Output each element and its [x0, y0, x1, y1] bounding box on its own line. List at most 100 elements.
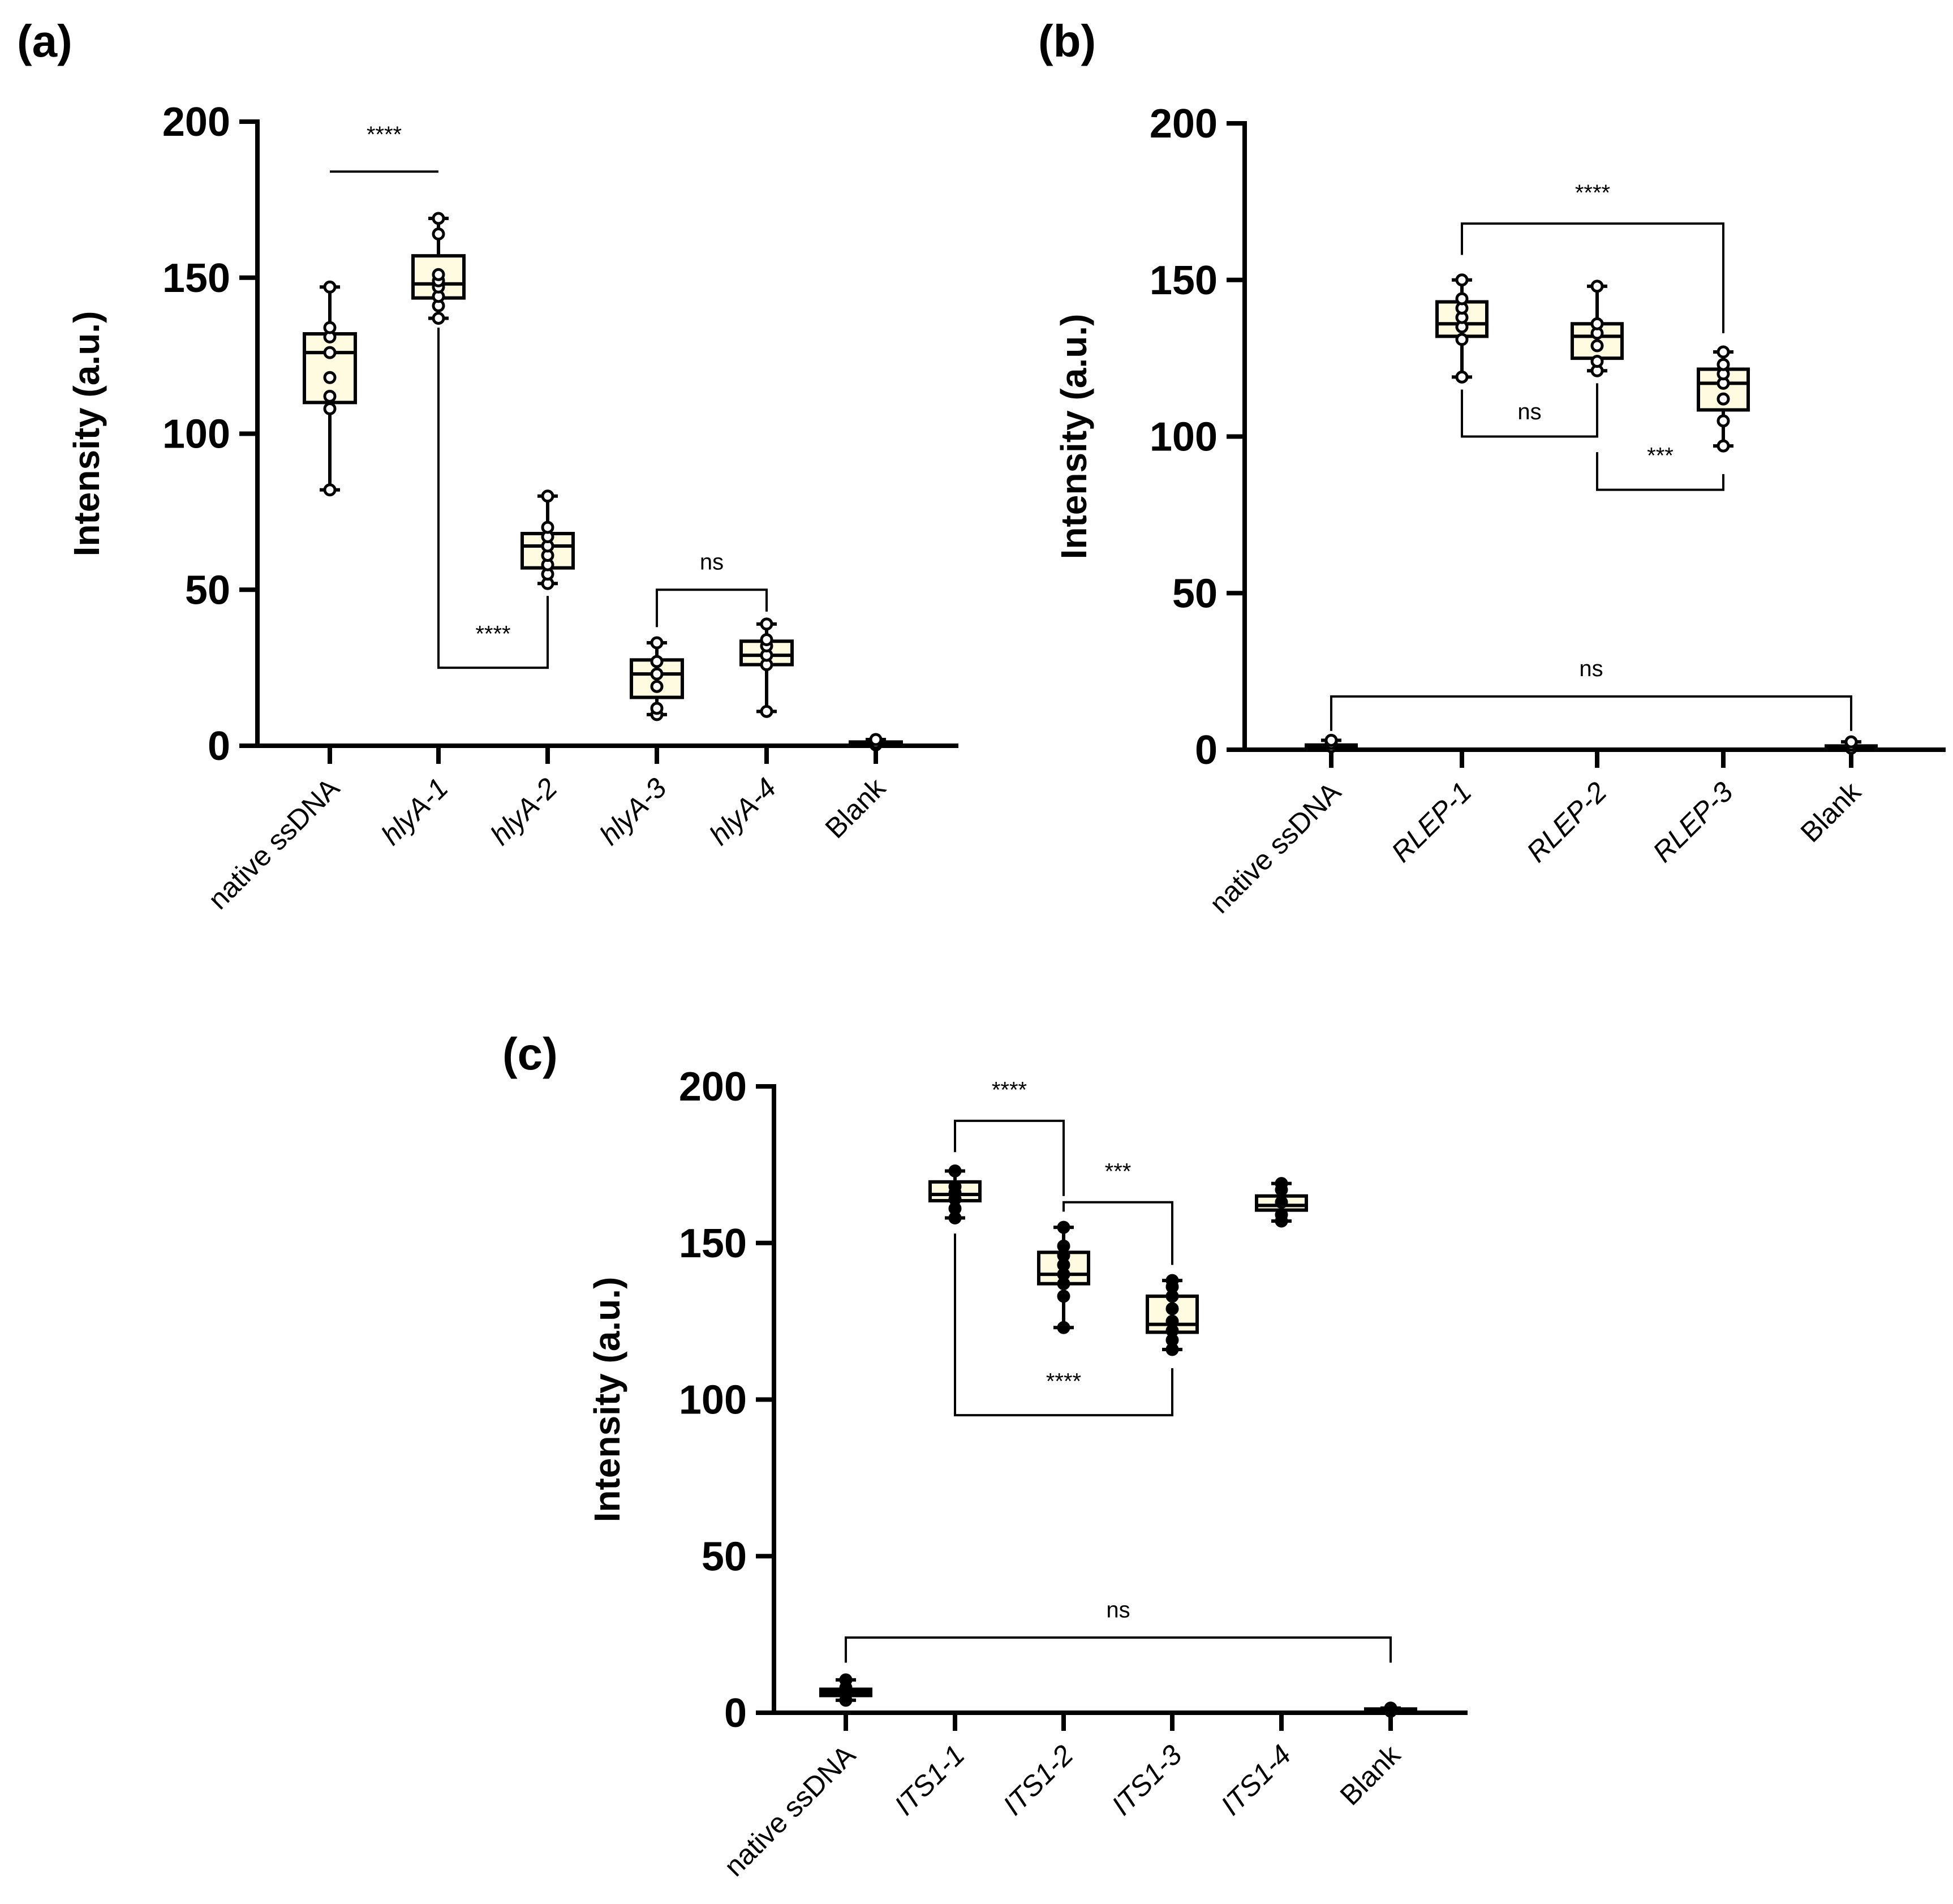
significance-bracket: [437, 327, 549, 669]
data-point: [323, 346, 337, 359]
data-point: [323, 402, 337, 415]
data-point: [1717, 414, 1730, 428]
data-point: [650, 655, 664, 668]
y-tick-label: 150: [162, 256, 230, 301]
y-axis-label: Intensity (a.u.): [66, 311, 107, 557]
y-tick-label: 100: [162, 412, 230, 457]
data-point: [1165, 1314, 1179, 1328]
panel-label: (c): [502, 1029, 558, 1079]
data-point: [432, 311, 445, 325]
data-point: [1717, 358, 1730, 371]
y-tick-label: 50: [1172, 571, 1218, 616]
significance-label: ****: [475, 621, 510, 646]
data-point: [1057, 1239, 1070, 1253]
data-point: [760, 633, 773, 646]
y-axis-label: Intensity (a.u.): [1053, 314, 1094, 560]
data-point: [1275, 1208, 1288, 1222]
x-tick-label: hlyA-3: [593, 772, 673, 851]
x-tick-label: ITS1-2: [997, 1739, 1079, 1821]
significance-bracket: [1330, 695, 1852, 731]
y-tick-label: 0: [1195, 728, 1218, 773]
significance-bracket: [954, 1119, 1065, 1196]
data-point: [323, 371, 337, 384]
significance-label: ns: [1579, 656, 1603, 681]
significance-bracket: [1062, 1201, 1173, 1265]
data-point: [323, 483, 337, 497]
significance-label: ****: [992, 1078, 1027, 1103]
x-tick-label: hlyA-2: [484, 772, 563, 851]
data-point: [1717, 439, 1730, 453]
data-point: [1844, 735, 1858, 749]
data-point: [1455, 273, 1469, 287]
panel-c: (c) Intensity (a.u.) 0 50 100 150 200 native ss…: [502, 1029, 1468, 1882]
data-point: [323, 321, 337, 334]
significance-label: ***: [1105, 1159, 1132, 1184]
data-point: [1057, 1321, 1070, 1334]
significance-label: ns: [1106, 1597, 1130, 1622]
data-point: [1590, 317, 1604, 330]
data-point: [650, 667, 664, 681]
y-tick-label: 100: [1150, 415, 1218, 460]
significance-bracket: [1461, 383, 1598, 438]
data-point: [650, 702, 664, 715]
x-tick-label: Blank: [1334, 1738, 1407, 1811]
data-point: [1165, 1274, 1179, 1287]
x-tick-label: Blank: [1795, 775, 1868, 848]
y-tick-label: 50: [702, 1534, 747, 1579]
data-point: [1455, 292, 1469, 306]
x-tick-label: hlyA-1: [375, 772, 454, 851]
data-point: [1275, 1177, 1288, 1190]
data-point: [1590, 339, 1604, 353]
significance-label: ****: [1046, 1369, 1081, 1394]
data-point: [869, 733, 883, 746]
data-point: [323, 280, 337, 294]
data-point: [1165, 1302, 1179, 1316]
data-point: [1590, 355, 1604, 368]
data-point: [432, 227, 445, 241]
panel-b: (b) Intensity (a.u.) 0 50 100 150 200 native ss…: [1038, 16, 1946, 919]
y-tick-label: 100: [679, 1378, 747, 1423]
data-point: [760, 704, 773, 718]
data-point: [1717, 392, 1730, 406]
x-tick-label: RLEP-3: [1646, 776, 1739, 869]
data-point: [1324, 733, 1338, 747]
data-point: [432, 212, 445, 225]
data-point: [650, 680, 664, 693]
data-point: [323, 389, 337, 403]
panel-label: (b): [1038, 16, 1096, 66]
x-tick-label: native ssDNA: [1203, 776, 1347, 919]
x-tick-label: RLEP-1: [1385, 776, 1477, 868]
data-point: [1057, 1290, 1070, 1303]
data-point: [650, 636, 664, 650]
panel-label: (a): [17, 16, 72, 66]
panel-a: (a) Intensity (a.u.) 0 50 100 150 200 native ss…: [17, 16, 958, 916]
significance-bracket: [845, 1636, 1392, 1663]
data-point: [541, 521, 554, 534]
data-point: [1590, 280, 1604, 293]
data-point: [760, 617, 773, 631]
x-tick-label: ITS1-1: [888, 1739, 971, 1821]
significance-bracket: [656, 588, 768, 627]
data-point: [541, 489, 554, 503]
data-point: [1455, 333, 1469, 346]
significance-label: ****: [1575, 180, 1610, 205]
y-tick-label: 200: [1150, 101, 1218, 147]
y-tick-label: 200: [162, 100, 230, 145]
y-tick-label: 0: [208, 724, 230, 769]
x-tick-label: ITS1-3: [1105, 1739, 1188, 1821]
data-point: [1717, 345, 1730, 359]
significance-label: ns: [1517, 399, 1541, 424]
y-tick-label: 150: [1150, 258, 1218, 303]
y-tick-label: 200: [679, 1064, 747, 1110]
data-point: [948, 1164, 962, 1177]
significance-bracket: [1596, 452, 1724, 491]
y-tick-label: 50: [185, 568, 230, 613]
x-tick-label: ITS1-4: [1215, 1739, 1297, 1821]
y-axis-label: Intensity (a.u.): [587, 1277, 627, 1523]
x-tick-label: native ssDNA: [718, 1739, 862, 1882]
data-point: [1275, 1196, 1288, 1209]
significance-bracket: [954, 1233, 1173, 1417]
x-tick-label: RLEP-2: [1520, 776, 1613, 869]
significance-label: ***: [1647, 444, 1674, 469]
